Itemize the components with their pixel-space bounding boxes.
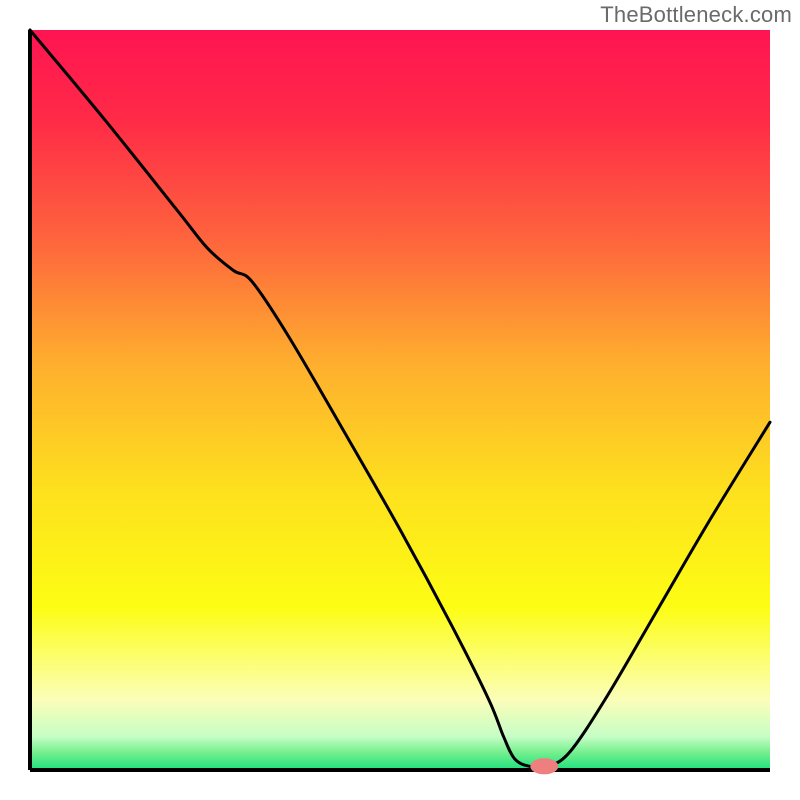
plot-background [30,30,770,770]
gradient-line-chart [0,0,800,800]
chart-container: TheBottleneck.com [0,0,800,800]
optimal-marker [530,758,558,774]
watermark-text: TheBottleneck.com [600,2,792,28]
